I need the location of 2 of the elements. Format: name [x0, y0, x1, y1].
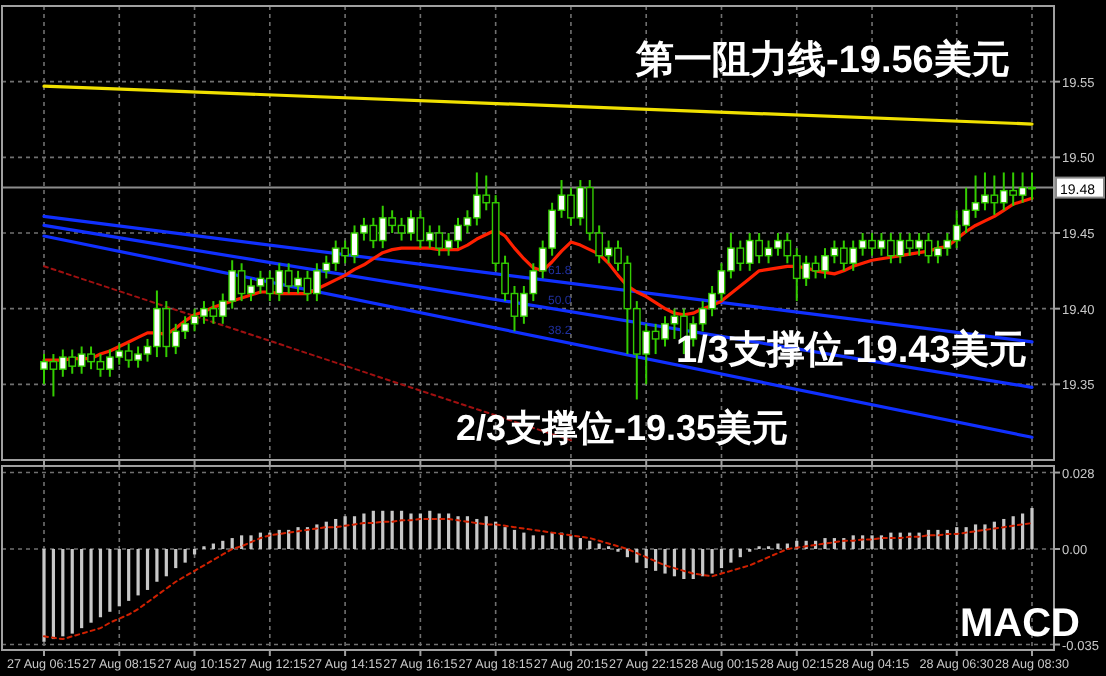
- annotation: 2/3支撑位-19.35美元: [456, 408, 789, 448]
- annotation: 第一阻力线-19.56美元: [634, 38, 1010, 82]
